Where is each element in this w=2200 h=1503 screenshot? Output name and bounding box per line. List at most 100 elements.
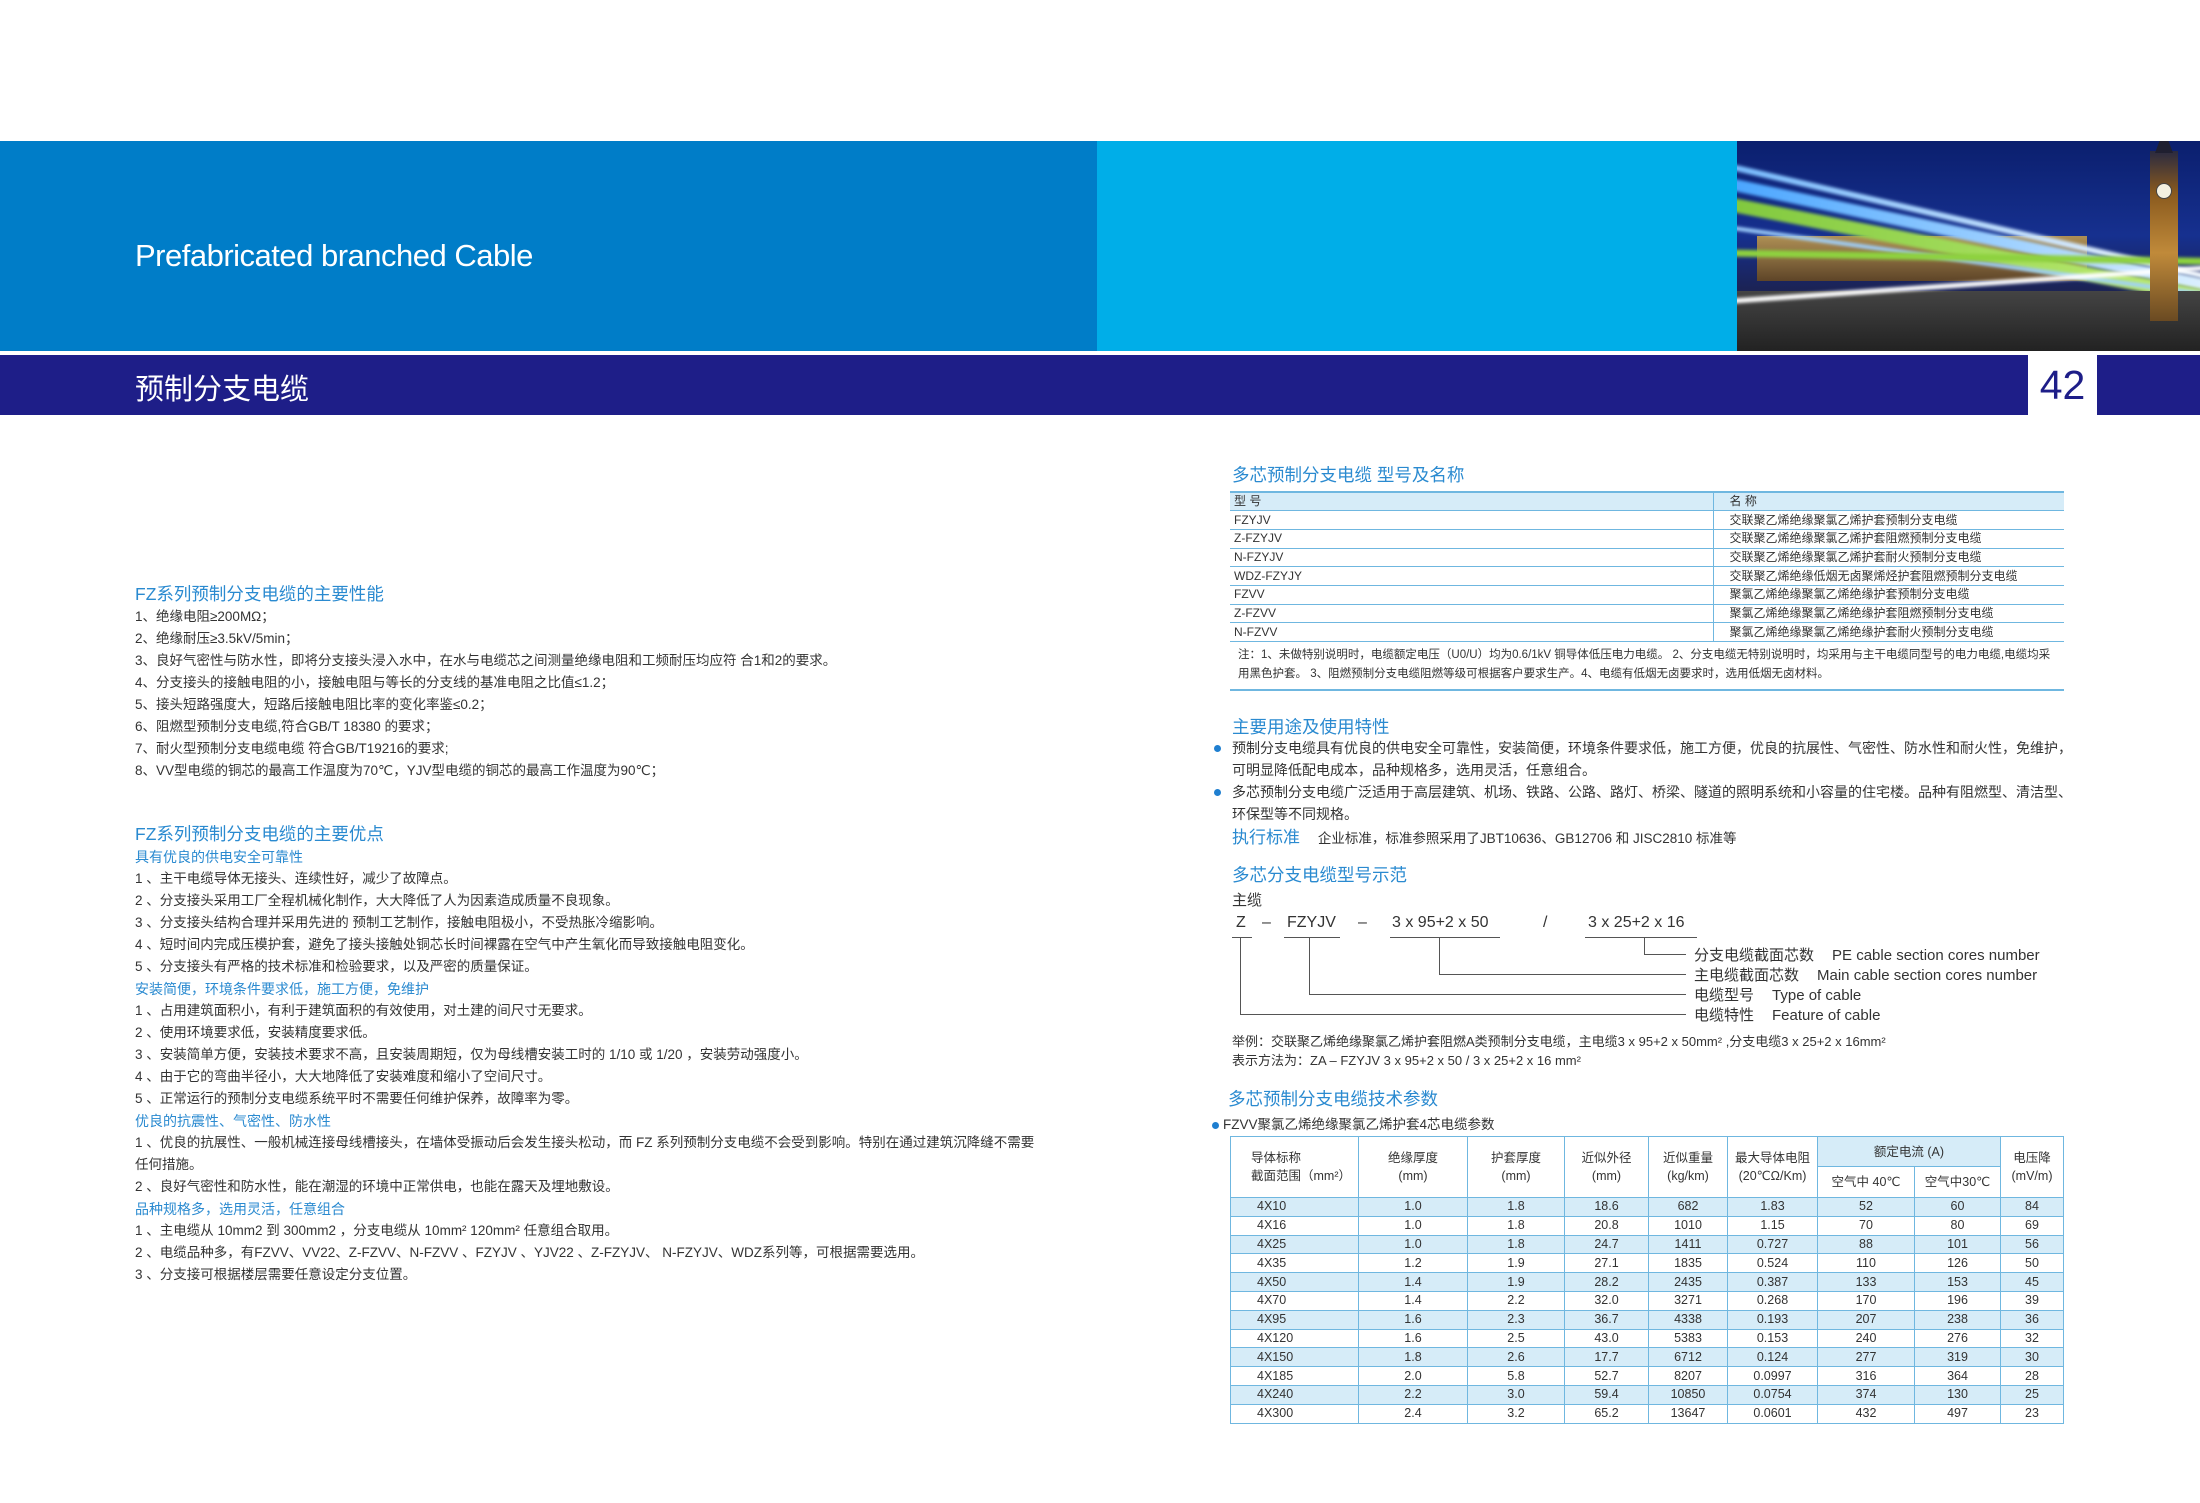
- cell-diameter: 24.7: [1564, 1234, 1649, 1255]
- advantages-groups: 具有优良的供电安全可靠性 1 、主干电缆导体无接头、连续性好，减少了故障点。 2 、…: [135, 846, 1035, 1286]
- cell-section: 4X185: [1230, 1366, 1359, 1386]
- cell-drop: 28: [2000, 1366, 2064, 1386]
- bullet-text: 预制分支电缆具有优良的供电安全可靠性，安装简便，环境条件要求低，施工方便，优良的…: [1232, 740, 2072, 778]
- table-row: 4X185 2.0 5.8 52.7 8207 0.0997 316 364 28: [1230, 1366, 2064, 1386]
- performance-item: 8、VV型电缆的铜芯的最高工作温度为70℃，YJV型电缆的铜芯的最高工作温度为9…: [135, 763, 665, 778]
- cell-weight: 4338: [1648, 1309, 1728, 1330]
- cell-sheath: 1.8: [1467, 1197, 1565, 1217]
- clock-icon: [2156, 183, 2172, 199]
- formula-dash: –: [1358, 914, 1367, 931]
- bullet-icon: [1212, 1121, 1219, 1129]
- params-table: 导体标称 截面范围（mm²） 绝缘厚度 (mm) 护套厚度 (mm) 近似外径 (mm)…: [1230, 1136, 2064, 1424]
- params-subtitle-text: FZVV聚氯乙烯绝缘聚氯乙烯护套4芯电缆参数: [1223, 1117, 1495, 1132]
- cell-diameter: 32.0: [1564, 1290, 1649, 1311]
- underline: [1284, 937, 1340, 938]
- advantage-item: 5 、分支接头有严格的技术标准和检验要求，以及严密的质量保证。: [135, 959, 538, 974]
- header-insulation: 绝缘厚度 (mm): [1358, 1136, 1468, 1198]
- table-row: 4X300 2.4 3.2 65.2 13647 0.0601 432 497 23: [1230, 1403, 2064, 1424]
- table-row: Z-FZVV 聚氯乙烯绝缘聚氯乙烯绝缘护套阻燃预制分支电缆: [1230, 604, 2064, 624]
- cell-drop: 45: [2000, 1272, 2064, 1292]
- legend-zh: 电缆型号: [1694, 987, 1755, 1004]
- cell-insulation: 1.4: [1358, 1272, 1468, 1292]
- cell-name: 交联聚乙烯绝缘聚氯乙烯护套耐火预制分支电缆: [1713, 548, 2064, 568]
- cell-section: 4X35: [1230, 1253, 1359, 1274]
- cell-name: 聚氯乙烯绝缘聚氯乙烯绝缘护套耐火预制分支电缆: [1713, 622, 2064, 642]
- connector: [1644, 937, 1645, 954]
- header-name: 名 称: [1713, 491, 2064, 512]
- performance-item: 2、绝缘耐压≥3.5kV/5min；: [135, 631, 299, 646]
- table-row: FZVV 聚氯乙烯绝缘聚氯乙烯绝缘护套预制分支电缆: [1230, 585, 2064, 605]
- advantage-item: 4 、短时间内完成压模护套，避免了接头接触处铜芯长时间裸露在空气中产生氧化而导致…: [135, 937, 754, 952]
- cell-section: 4X70: [1230, 1290, 1359, 1311]
- advantage-item: 5 、正常运行的预制分支电缆系统平时不需要任何维护保养，故障率为零。: [135, 1091, 579, 1106]
- cell-model: Z-FZYJV: [1230, 529, 1714, 549]
- advantage-item: 3 、安装简单方便，安装技术要求不高，且安装周期短，仅为母线槽安装工时的 1/1…: [135, 1047, 808, 1062]
- header-banner-blue: [0, 141, 1097, 351]
- connector: [1644, 954, 1686, 955]
- cell-drop: 32: [2000, 1328, 2064, 1349]
- cell-diameter: 27.1: [1564, 1253, 1649, 1274]
- header-sheath: 护套厚度 (mm): [1467, 1136, 1565, 1198]
- cell-model: N-FZYJV: [1230, 548, 1714, 568]
- cell-resistance: 1.83: [1727, 1197, 1818, 1217]
- advantage-group-heading: 优良的抗震性、气密性、防水性: [135, 1113, 331, 1129]
- cell-resistance: 0.0601: [1727, 1403, 1818, 1424]
- performance-title: FZ系列预制分支电缆的主要性能: [135, 584, 384, 604]
- cell-section: 4X25: [1230, 1234, 1359, 1255]
- connector: [1309, 937, 1310, 994]
- table-row: 4X240 2.2 3.0 59.4 10850 0.0754 374 130 25: [1230, 1384, 2064, 1405]
- cell-sheath: 3.0: [1467, 1384, 1565, 1405]
- cell-resistance: 0.387: [1727, 1272, 1818, 1292]
- header-section: 导体标称 截面范围（mm²）: [1230, 1136, 1359, 1198]
- standard-label: 执行标准: [1232, 828, 1300, 847]
- header-diameter: 近似外径 (mm): [1564, 1136, 1649, 1198]
- title-bar: [0, 355, 2200, 415]
- cell-air30: 276: [1914, 1328, 2001, 1349]
- advantage-item: 2 、电缆品种多，有FZVV、VV22、Z-FZVV、N-FZVV 、FZYJV…: [135, 1245, 925, 1260]
- formula-slash: /: [1543, 914, 1548, 931]
- bullet-icon: [1214, 789, 1221, 796]
- cell-weight: 1411: [1648, 1234, 1728, 1255]
- table-row: WDZ-FZYJY 交联聚乙烯绝缘低烟无卤聚烯烃护套阻燃预制分支电缆: [1230, 566, 2064, 586]
- cell-name: 交联聚乙烯绝缘聚氯乙烯护套预制分支电缆: [1713, 510, 2064, 530]
- cell-resistance: 1.15: [1727, 1215, 1818, 1236]
- cell-model: Z-FZVV: [1230, 604, 1714, 624]
- standard-line: 执行标准 企业标准，标准参照采用了JBT10636、GB12706 和 JISC…: [1212, 827, 2072, 850]
- cell-air30: 364: [1914, 1366, 2001, 1386]
- cell-air40: 207: [1817, 1309, 1915, 1330]
- performance-item: 3、良好气密性与防水性，即将分支接头浸入水中，在水与电缆芯之间测量绝缘电阻和工频…: [135, 653, 837, 668]
- cell-air30: 196: [1914, 1290, 2001, 1311]
- usage-title: 主要用途及使用特性: [1232, 717, 1390, 737]
- cell-weight: 1010: [1648, 1215, 1728, 1236]
- params-title: 多芯预制分支电缆技术参数: [1228, 1089, 1438, 1109]
- cell-sheath: 2.6: [1467, 1347, 1565, 1368]
- advantage-item: 1 、优良的抗展性、一般机械连接母线槽接头，在墙体受振动后会发生接头松动，而 F…: [135, 1135, 1035, 1172]
- advantages-section: FZ系列预制分支电缆的主要优点 具有优良的供电安全可靠性 1 、主干电缆导体无接头…: [135, 822, 1035, 1286]
- performance-item: 1、绝缘电阻≥200MΩ；: [135, 609, 275, 624]
- connector: [1240, 1014, 1686, 1015]
- example-line: 举例：交联聚乙烯绝缘聚氯乙烯护套阻燃A类预制分支电缆，主电缆3 x 95+2 x…: [1232, 1034, 1886, 1049]
- cell-weight: 3271: [1648, 1290, 1728, 1311]
- cell-sheath: 2.2: [1467, 1290, 1565, 1311]
- header-banner-cyan: [1097, 141, 1737, 351]
- advantage-item: 1 、主电缆从 10mm2 到 300mm2 ，分支电缆从 10mm² 120m…: [135, 1223, 619, 1238]
- legend-en: Type of cable: [1772, 987, 1862, 1004]
- page-number: 42: [2028, 355, 2097, 415]
- cell-drop: 56: [2000, 1234, 2064, 1255]
- header-resistance: 最大导体电阻 (20℃Ω/Km): [1727, 1136, 1818, 1198]
- cell-resistance: 0.0754: [1727, 1384, 1818, 1405]
- advantage-item: 2 、良好气密性和防水性，能在潮湿的环境中正常供电，也能在露天及埋地敷设。: [135, 1179, 619, 1194]
- header-drop: 电压降 (mV/m): [2000, 1136, 2064, 1198]
- cell-insulation: 1.8: [1358, 1347, 1468, 1368]
- cell-diameter: 59.4: [1564, 1384, 1649, 1405]
- advantage-item: 3 、分支接可根据楼层需要任意设定分支位置。: [135, 1267, 417, 1282]
- cell-section: 4X150: [1230, 1347, 1359, 1368]
- underline: [1585, 937, 1697, 938]
- cell-resistance: 0.727: [1727, 1234, 1818, 1255]
- cell-name: 聚氯乙烯绝缘聚氯乙烯绝缘护套阻燃预制分支电缆: [1713, 604, 2064, 624]
- main-cable-label: 主缆: [1232, 892, 1263, 909]
- table-header-row: 导体标称 截面范围（mm²） 绝缘厚度 (mm) 护套厚度 (mm) 近似外径 (mm)…: [1230, 1136, 2064, 1198]
- cell-air30: 153: [1914, 1272, 2001, 1292]
- cell-sheath: 1.9: [1467, 1272, 1565, 1292]
- cell-insulation: 1.6: [1358, 1309, 1468, 1330]
